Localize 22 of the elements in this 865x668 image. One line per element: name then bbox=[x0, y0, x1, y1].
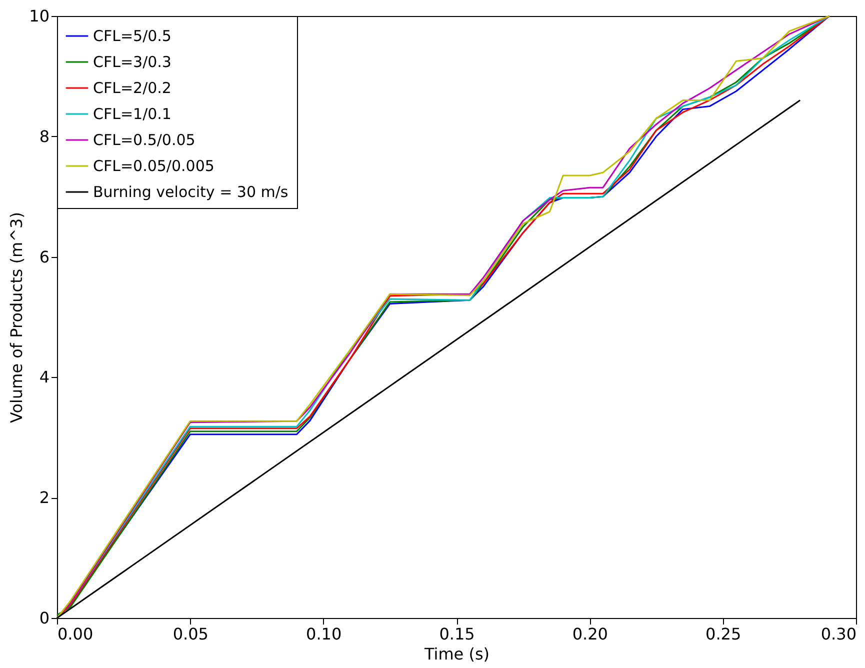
y-tick-label: 6 bbox=[39, 247, 50, 266]
y-tick-label: 8 bbox=[39, 126, 50, 146]
legend-label: CFL=0.5/0.05 bbox=[93, 131, 196, 149]
x-tick-label: 0.00 bbox=[58, 624, 94, 644]
legend-label: CFL=2/0.2 bbox=[93, 79, 172, 97]
legend-label: CFL=0.05/0.005 bbox=[93, 157, 214, 175]
y-tick-label: 10 bbox=[29, 6, 50, 26]
x-tick-label: 0.25 bbox=[706, 624, 742, 644]
legend-label: Burning velocity = 30 m/s bbox=[93, 183, 288, 201]
legend-label: CFL=3/0.3 bbox=[93, 53, 172, 71]
x-axis-title: Time (s) bbox=[423, 644, 490, 664]
y-tick-label: 2 bbox=[39, 488, 50, 508]
x-tick-label: 0.05 bbox=[172, 624, 208, 644]
x-tick-label: 0.30 bbox=[820, 624, 856, 644]
legend-label: CFL=5/0.5 bbox=[93, 27, 172, 45]
legend-label: CFL=1/0.1 bbox=[93, 105, 172, 123]
x-tick-label: 0.10 bbox=[306, 624, 342, 644]
y-tick-label: 4 bbox=[39, 368, 50, 387]
y-tick-label: 0 bbox=[39, 608, 50, 628]
x-tick-label: 0.15 bbox=[439, 624, 475, 644]
y-axis-title: Volume of Products (m^3) bbox=[7, 212, 26, 423]
x-tick-label: 0.20 bbox=[572, 624, 608, 644]
